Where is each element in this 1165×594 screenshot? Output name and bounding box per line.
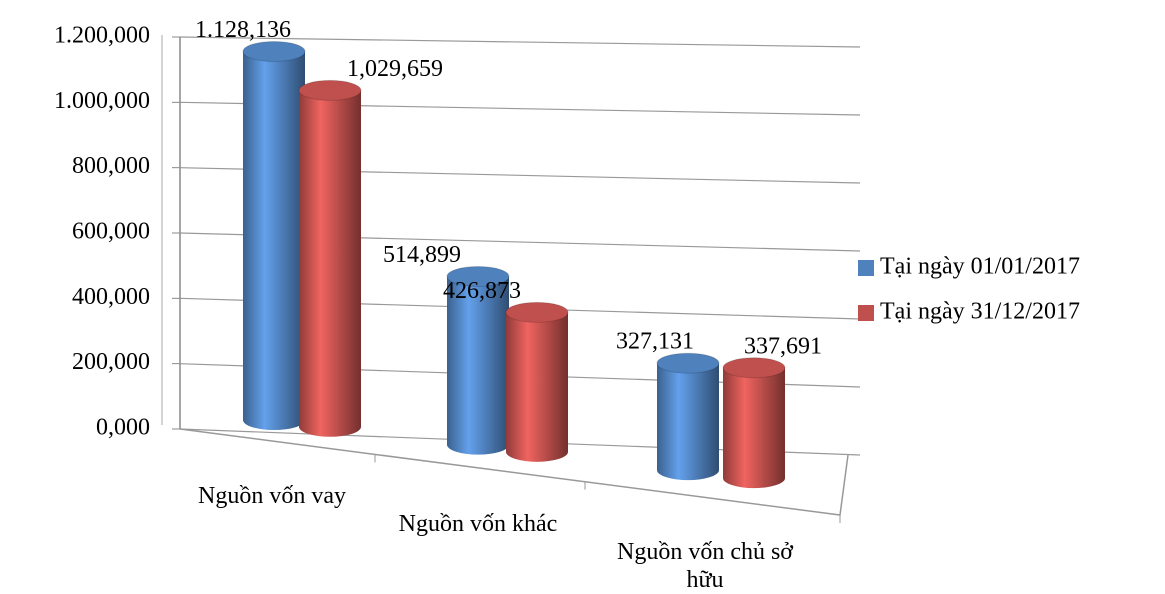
value-label: 337,691 <box>744 333 822 359</box>
bar <box>447 276 509 455</box>
y-tick-label: 1.200,000 <box>54 23 150 49</box>
bar-top <box>242 40 306 62</box>
legend-swatch <box>858 260 874 276</box>
bar <box>299 90 361 437</box>
x-tick-label: Nguồn vốn vay <box>198 483 346 509</box>
value-label: 426,873 <box>443 278 521 304</box>
value-label: 514,899 <box>383 242 461 268</box>
bar <box>723 367 785 489</box>
y-tick-label: 400,000 <box>72 284 150 310</box>
y-tick-label: 200,000 <box>72 349 150 375</box>
bar <box>243 51 305 430</box>
legend-label: Tại ngày 01/01/2017 <box>880 254 1080 280</box>
value-label: 327,131 <box>616 329 694 355</box>
bar-top <box>656 352 720 374</box>
y-tick-label: 800,000 <box>72 153 150 179</box>
bar-top <box>446 265 510 287</box>
bar-top <box>505 301 569 323</box>
y-tick-label: 1.000,000 <box>54 88 150 114</box>
value-label: 1.128,136 <box>195 17 291 43</box>
bar-top <box>298 79 362 101</box>
y-tick-label: 0,000 <box>96 415 150 441</box>
grid-line <box>179 36 861 48</box>
x-tick-label: Nguồn vốn chủ sở hữu <box>616 539 793 593</box>
bar <box>506 312 568 462</box>
bar-top <box>722 357 786 379</box>
y-tick-label: 600,000 <box>72 219 150 245</box>
x-tick-label: Nguồn vốn khác <box>398 511 558 537</box>
bar <box>657 363 719 481</box>
legend-swatch <box>858 305 874 321</box>
value-label: 1,029,659 <box>347 56 443 82</box>
legend-label: Tại ngày 31/12/2017 <box>880 299 1080 325</box>
